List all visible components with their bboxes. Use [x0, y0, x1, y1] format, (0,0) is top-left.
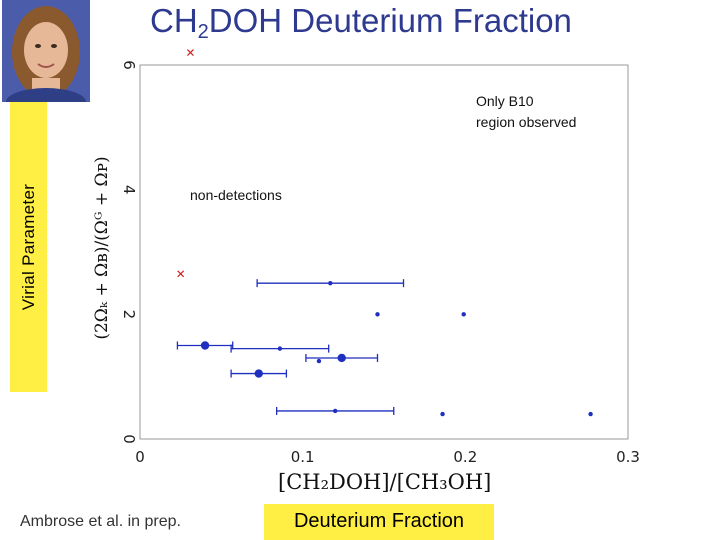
- x-tick-label: 0.1: [291, 448, 315, 466]
- x-axis-label: Deuterium Fraction: [293, 510, 465, 532]
- data-point: [200, 341, 210, 350]
- annotation-non-detections: non-detections: [190, 187, 282, 203]
- data-point: [375, 312, 380, 317]
- y-tick-label: 6: [120, 60, 138, 70]
- x-axis-formula: [CH₂DOH]/[CH₃OH]: [278, 470, 492, 494]
- non-detection-marker: [187, 49, 194, 56]
- y-tick-label: 0: [120, 434, 138, 444]
- x-tick-label: 0.2: [453, 448, 477, 466]
- data-point: [337, 353, 346, 363]
- data-point: [277, 346, 283, 351]
- annotation-only-b10-line1: Only B10: [476, 93, 534, 109]
- page-title: CH2DOH Deuterium Fraction: [150, 2, 572, 43]
- person-photo-icon: [2, 0, 90, 102]
- data-point: [333, 408, 338, 414]
- y-tick-label: 4: [120, 185, 138, 195]
- y-axis-label-box: Virial Parameter: [10, 102, 47, 392]
- annotation-only-b10-line2: region observed: [476, 114, 576, 130]
- x-axis-label-box: Deuterium Fraction: [264, 504, 494, 540]
- x-tick-label: 0: [135, 448, 145, 466]
- data-point: [316, 358, 322, 364]
- data-point: [440, 411, 445, 417]
- y-tick-label: 2: [120, 310, 138, 320]
- credit-text: Ambrose et al. in prep.: [20, 513, 181, 530]
- plot-frame: [139, 64, 629, 440]
- data-point: [588, 411, 593, 417]
- x-tick-label: 0.3: [616, 448, 640, 466]
- data-point: [254, 369, 263, 378]
- data-point: [461, 312, 466, 317]
- non-detection-marker: [177, 270, 185, 278]
- person-photo: [2, 0, 90, 102]
- data-point: [328, 280, 333, 286]
